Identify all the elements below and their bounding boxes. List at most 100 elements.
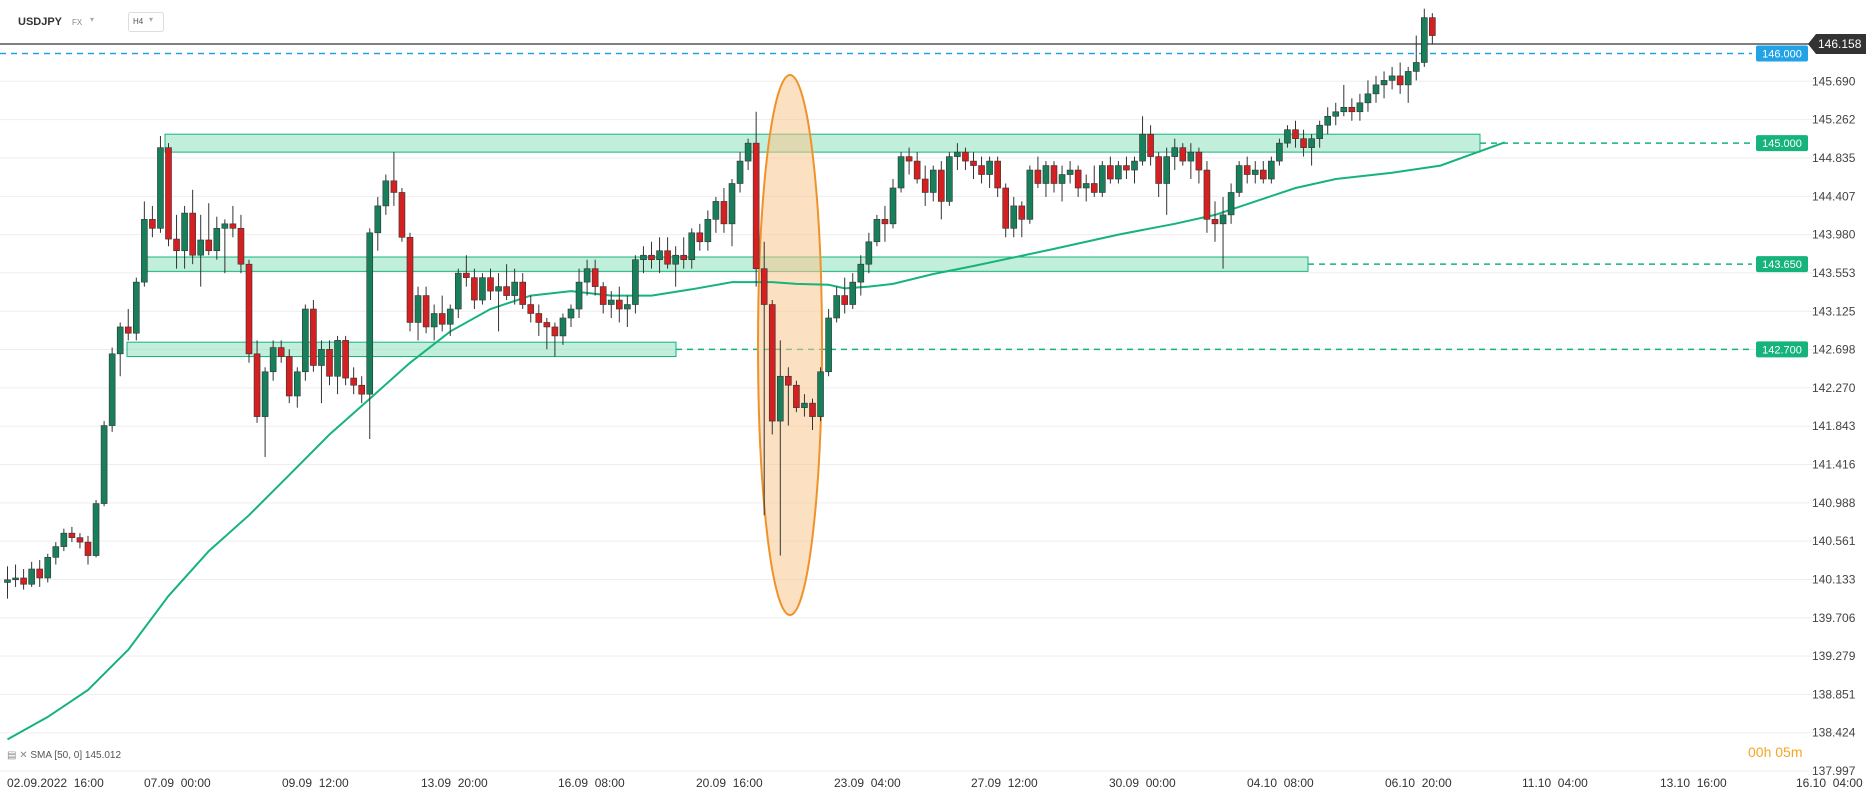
candle[interactable]	[350, 377, 357, 386]
candle[interactable]	[1268, 160, 1275, 180]
candle[interactable]	[994, 160, 1001, 189]
candle[interactable]	[12, 577, 19, 581]
candle[interactable]	[342, 340, 349, 379]
candle[interactable]	[1147, 133, 1154, 157]
candle[interactable]	[567, 308, 575, 319]
candle[interactable]	[318, 349, 325, 366]
candle[interactable]	[607, 299, 615, 305]
candle[interactable]	[221, 223, 229, 229]
candle[interactable]	[1171, 147, 1179, 157]
candle[interactable]	[108, 353, 116, 426]
candle[interactable]	[632, 259, 639, 305]
candle[interactable]	[913, 160, 921, 180]
candle[interactable]	[1356, 102, 1364, 113]
symbol-label[interactable]: USDJPY	[18, 16, 63, 28]
candle[interactable]	[382, 180, 390, 207]
candle[interactable]	[398, 192, 406, 238]
candle[interactable]	[334, 340, 341, 377]
candle[interactable]	[269, 347, 277, 373]
candle[interactable]	[116, 326, 124, 355]
candle[interactable]	[776, 375, 784, 422]
indicator-legend[interactable]: ▤ ✕ SMA [50, 0] 145.012	[7, 750, 121, 761]
candle[interactable]	[4, 579, 11, 583]
candle[interactable]	[60, 532, 68, 547]
candle[interactable]	[648, 254, 655, 261]
candle[interactable]	[422, 295, 430, 328]
candle[interactable]	[124, 326, 132, 334]
candle[interactable]	[527, 304, 535, 314]
candle[interactable]	[929, 169, 937, 193]
candle[interactable]	[712, 201, 720, 220]
candle[interactable]	[495, 286, 502, 292]
candle[interactable]	[873, 219, 881, 243]
candle[interactable]	[205, 239, 213, 252]
candle[interactable]	[374, 205, 382, 234]
candle[interactable]	[173, 238, 180, 252]
candle[interactable]	[1332, 111, 1340, 117]
candle[interactable]	[1058, 174, 1066, 184]
intervention-ellipse[interactable]	[757, 74, 823, 616]
candle[interactable]	[213, 228, 221, 252]
candle[interactable]	[149, 219, 156, 229]
candle[interactable]	[133, 281, 140, 334]
candle[interactable]	[1002, 187, 1010, 229]
candle[interactable]	[519, 281, 527, 305]
candle[interactable]	[1107, 165, 1114, 180]
candle[interactable]	[1300, 138, 1307, 148]
candle[interactable]	[728, 183, 736, 225]
candle[interactable]	[591, 268, 599, 287]
candle[interactable]	[1099, 165, 1106, 193]
candle[interactable]	[1187, 151, 1195, 162]
sr-zone[interactable]	[126, 341, 677, 358]
candle[interactable]	[640, 254, 647, 261]
candle[interactable]	[1042, 165, 1050, 184]
candle[interactable]	[559, 317, 567, 337]
candle[interactable]	[406, 236, 414, 323]
candle[interactable]	[28, 568, 35, 585]
candle[interactable]	[946, 156, 953, 202]
candle[interactable]	[688, 232, 696, 261]
candle[interactable]	[1163, 156, 1170, 184]
candle[interactable]	[1372, 84, 1380, 95]
candle[interactable]	[881, 219, 889, 225]
candle[interactable]	[293, 371, 301, 397]
candle[interactable]	[302, 308, 309, 373]
candle[interactable]	[285, 356, 293, 397]
candle[interactable]	[1235, 165, 1243, 193]
candle[interactable]	[326, 349, 333, 377]
sr-zone[interactable]	[145, 256, 1309, 272]
candle[interactable]	[76, 537, 84, 543]
candle[interactable]	[390, 180, 398, 193]
candle[interactable]	[84, 541, 92, 556]
candle[interactable]	[1131, 160, 1138, 171]
candle[interactable]	[1251, 169, 1259, 175]
candle[interactable]	[366, 232, 374, 395]
timeframe-selector[interactable]: H4 ▾	[128, 12, 164, 32]
candle[interactable]	[261, 371, 269, 417]
candle[interactable]	[1340, 106, 1348, 113]
candle[interactable]	[937, 169, 945, 202]
candle[interactable]	[36, 568, 44, 579]
candle[interactable]	[575, 281, 583, 310]
candle[interactable]	[141, 219, 148, 283]
candle[interactable]	[986, 160, 993, 175]
candle[interactable]	[962, 151, 969, 162]
candle[interactable]	[696, 232, 704, 243]
candle[interactable]	[277, 347, 285, 357]
candle[interactable]	[1388, 75, 1396, 81]
candle[interactable]	[1034, 169, 1042, 184]
candle[interactable]	[20, 577, 27, 585]
candle[interactable]	[583, 268, 591, 283]
candle[interactable]	[1276, 142, 1283, 162]
candle[interactable]	[736, 160, 744, 184]
candle[interactable]	[1380, 80, 1388, 86]
candle[interactable]	[100, 425, 108, 504]
candle[interactable]	[471, 277, 478, 301]
candle[interactable]	[253, 353, 261, 417]
candle[interactable]	[833, 295, 840, 319]
candle[interactable]	[921, 178, 929, 193]
candle[interactable]	[978, 165, 985, 175]
candle[interactable]	[1364, 93, 1372, 104]
candle[interactable]	[1404, 71, 1412, 86]
candle[interactable]	[1139, 133, 1146, 162]
